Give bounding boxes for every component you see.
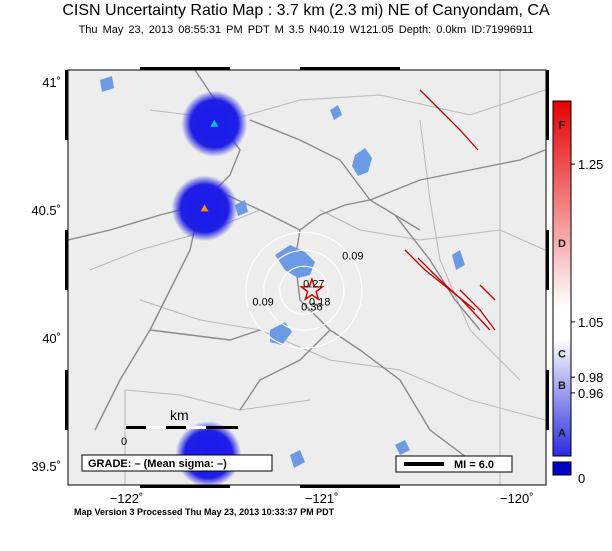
colorbar-tick-label: 1.25 xyxy=(578,157,603,172)
epicenter-ratio-label: 0.36 xyxy=(301,301,322,313)
scale-bar-label: km xyxy=(170,407,189,423)
contour-label: 0.09 xyxy=(342,251,363,263)
scale-bar-zero: 0 xyxy=(121,436,127,448)
water-bodies xyxy=(100,76,465,468)
grade-box: GRADE: – (Mean sigma: –) xyxy=(81,454,273,472)
colorbar-bottom-label: 0 xyxy=(578,471,585,486)
colorbar-tick-label: 0.96 xyxy=(578,386,603,401)
contour-label: 0.27 xyxy=(303,279,324,291)
uncertainty-blob xyxy=(175,421,242,485)
colorbar-grade-letter: B xyxy=(558,380,566,392)
roads xyxy=(68,70,546,461)
station-triangle-icon xyxy=(210,119,219,127)
colorbar: A B C D F 1.25 1.05 0.980.96 0 xyxy=(552,100,603,486)
contour-label: 0.09 xyxy=(252,297,273,309)
station-triangle-icon xyxy=(200,204,209,212)
lat-tick-label: 40.5˚ xyxy=(31,203,61,218)
grade-text: GRADE: – (Mean sigma: –) xyxy=(88,458,227,470)
lon-tick-label: −121˚ xyxy=(305,491,339,506)
map-land xyxy=(68,70,546,485)
epicenter-star-icon xyxy=(299,277,325,301)
mi-legend-text: MI = 6.0 xyxy=(454,459,494,471)
colorbar-tick-label: 1.05 xyxy=(578,315,603,330)
map-subtitle: Thu May 23, 2013 08:55:31 PM PDT M 3.5 N… xyxy=(78,24,534,36)
colorbar-grade-letter: F xyxy=(559,120,566,132)
colorbar-grade-letter: A xyxy=(558,427,566,439)
mi-legend: MI = 6.0 xyxy=(395,455,513,473)
lon-tick-label: −122˚ xyxy=(110,491,144,506)
map-footer: Map Version 3 Processed Thu May 23, 2013… xyxy=(74,507,335,517)
lat-tick-label: 41˚ xyxy=(42,75,61,90)
lat-tick-label: 39.5˚ xyxy=(31,459,61,474)
ratio-contour xyxy=(245,231,363,349)
map-title: CISN Uncertainty Ratio Map : 3.7 km (2.3… xyxy=(62,2,550,19)
frame-bars xyxy=(65,67,549,488)
scale-bar: km 0 xyxy=(121,407,238,448)
lat-tick-label: 40˚ xyxy=(42,331,61,346)
contour-label: 0.18 xyxy=(309,297,330,309)
ratio-contour xyxy=(263,249,345,331)
colorbar-grade-letter: D xyxy=(558,238,566,250)
colorbar-grade-letter: C xyxy=(558,348,566,360)
colorbar-tick-label: 0.98 xyxy=(578,370,603,385)
ratio-contour xyxy=(279,265,329,315)
lon-tick-label: −120˚ xyxy=(500,491,534,506)
faults xyxy=(404,89,496,331)
